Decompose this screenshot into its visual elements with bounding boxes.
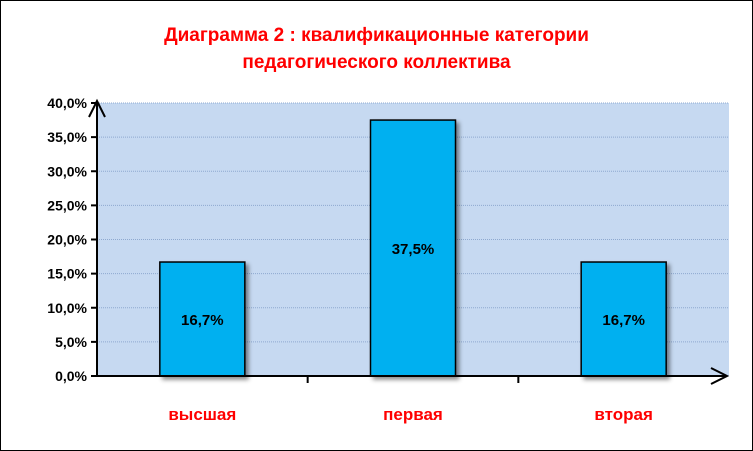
x-category-label: вторая — [594, 405, 652, 424]
chart-title-line-2: педагогического коллектива — [242, 52, 511, 73]
x-category-label: высшая — [168, 405, 236, 424]
x-category-label: первая — [383, 405, 443, 424]
bars — [159, 119, 667, 377]
y-tick-label: 25,0% — [47, 197, 87, 213]
y-tick-label: 30,0% — [47, 163, 87, 179]
axes — [88, 98, 730, 385]
y-tick-label: 35,0% — [47, 129, 87, 145]
y-tick-label: 15,0% — [47, 266, 87, 282]
data-labels: 16,7% 37,5% 16,7% — [181, 241, 645, 329]
data-label: 37,5% — [392, 241, 435, 258]
y-axis-arrow — [88, 98, 106, 118]
chart-title-line-1: Диаграмма 2 : квалификационные категории — [164, 25, 589, 46]
y-tick-labels: 0,0% 5,0% 10,0% 15,0% 20,0% 25,0% 30,0% 35,0% 40… — [47, 95, 87, 384]
y-tick-label: 20,0% — [47, 232, 87, 248]
x-axis-arrow — [710, 367, 730, 385]
data-label: 16,7% — [602, 312, 645, 329]
y-tick-label: 40,0% — [47, 95, 87, 111]
x-category-labels: высшая первая вторая — [168, 405, 653, 424]
y-tick-label: 5,0% — [55, 334, 87, 350]
y-tick-label: 0,0% — [55, 368, 87, 384]
y-tick-label: 10,0% — [47, 300, 87, 316]
data-label: 16,7% — [181, 312, 224, 329]
chart-title: Диаграмма 2 : квалификационные категории… — [0, 22, 753, 76]
